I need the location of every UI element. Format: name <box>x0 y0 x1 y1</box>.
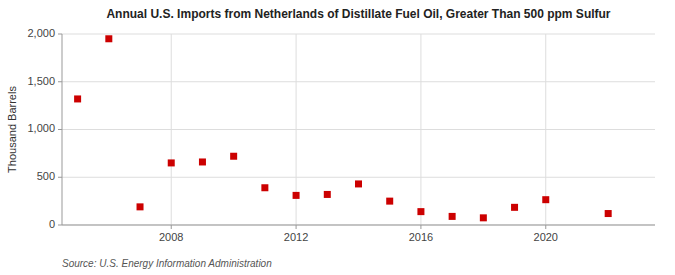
point <box>511 204 518 211</box>
point <box>480 214 487 221</box>
title: Annual U.S. Imports from Netherlands of … <box>106 7 610 21</box>
source-note: Source: U.S. Energy Information Administ… <box>62 258 272 269</box>
x-tick <box>171 225 172 229</box>
x-tick-label: 2016 <box>409 231 433 243</box>
y-grid-line <box>62 177 655 178</box>
point <box>324 191 331 198</box>
y-grid-line <box>62 129 655 130</box>
point <box>137 203 144 210</box>
chart-svg: 0 500 1,000 1,500 2,000 2008 2012 2016 2020 Annua… <box>0 0 675 275</box>
y-tick-label: 1,000 <box>27 122 55 134</box>
y-tick-label: 0 <box>49 218 55 230</box>
point <box>261 184 268 191</box>
x-tick-label: 2012 <box>284 231 308 243</box>
point <box>386 198 393 205</box>
x-grid-line <box>171 34 172 225</box>
point <box>417 208 424 215</box>
point <box>605 210 612 217</box>
y-axis-label: Thousand Barrels <box>6 86 18 173</box>
y-axis-line <box>62 34 63 225</box>
point <box>168 159 175 166</box>
point <box>449 213 456 220</box>
point <box>230 153 237 160</box>
y-tick <box>58 129 62 130</box>
x-tick <box>545 225 546 229</box>
y-tick <box>58 34 62 35</box>
point <box>199 158 206 165</box>
y-tick <box>58 225 62 226</box>
points <box>74 35 612 221</box>
y-grid-line <box>62 81 655 82</box>
x-tick-label: 2020 <box>534 231 558 243</box>
point <box>105 35 112 42</box>
y-tick <box>58 81 62 82</box>
y-tick-label: 500 <box>37 170 55 182</box>
y-grid-line <box>62 34 655 35</box>
y-tick-label: 2,000 <box>27 27 55 39</box>
x-axis: 2008 2012 2016 2020 <box>159 34 558 243</box>
y-tick-label: 1,500 <box>27 75 55 87</box>
x-grid-line <box>420 34 421 225</box>
chart-container: 0 500 1,000 1,500 2,000 2008 2012 2016 2020 Annua… <box>0 0 675 275</box>
x-tick <box>296 225 297 229</box>
y-axis: 0 500 1,000 1,500 2,000 <box>27 27 655 230</box>
y-grid-line <box>62 225 655 226</box>
y-tick <box>58 177 62 178</box>
point <box>355 180 362 187</box>
point <box>293 192 300 199</box>
x-tick <box>420 225 421 229</box>
x-axis-line <box>62 225 655 226</box>
x-tick-label: 2008 <box>159 231 183 243</box>
point <box>74 95 81 102</box>
point <box>542 196 549 203</box>
